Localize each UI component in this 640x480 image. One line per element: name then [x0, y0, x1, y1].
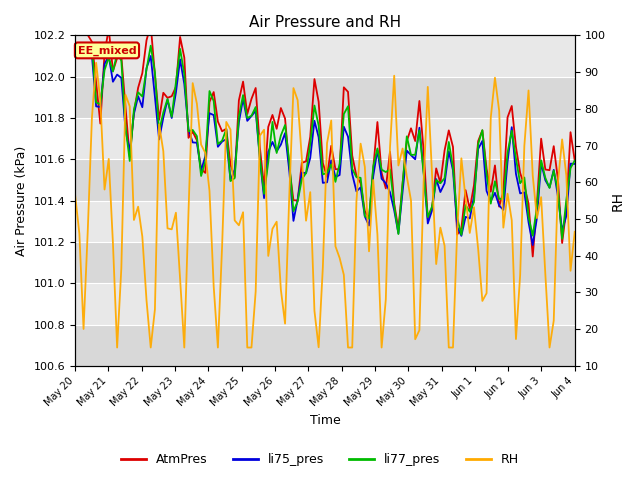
- Bar: [75, 324, 575, 366]
- Bar: [75, 159, 575, 201]
- Bar: [75, 283, 575, 324]
- Bar: [75, 77, 575, 118]
- Bar: [75, 242, 575, 283]
- X-axis label: Time: Time: [310, 414, 340, 427]
- Legend: AtmPres, li75_pres, li77_pres, RH: AtmPres, li75_pres, li77_pres, RH: [116, 448, 524, 471]
- Y-axis label: Air Pressure (kPa): Air Pressure (kPa): [15, 145, 28, 256]
- Bar: [75, 36, 575, 77]
- Bar: [75, 201, 575, 242]
- Y-axis label: RH: RH: [611, 191, 625, 211]
- Title: Air Pressure and RH: Air Pressure and RH: [249, 15, 401, 30]
- Text: EE_mixed: EE_mixed: [77, 45, 136, 56]
- Bar: [75, 118, 575, 159]
